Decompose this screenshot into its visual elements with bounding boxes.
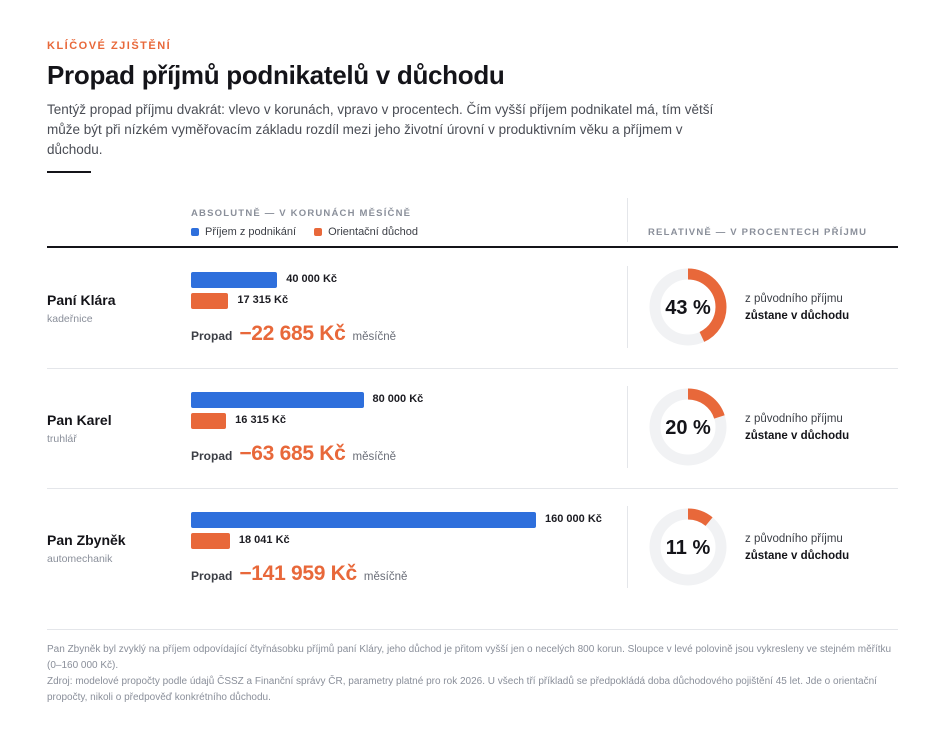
drop-word: Propad [191,329,233,343]
income-drop: Propad −22 685 Kč měsíčně [191,322,396,346]
income-bar [191,512,536,528]
person-row: Pan Zbyněk automechanik 160 000 Kč 18 041 K… [0,488,944,608]
drop-unit: měsíčně [363,571,408,583]
page-title: Propad příjmů podnikatelů v důchodu [47,60,505,90]
pension-bar [191,413,227,429]
percent-caption-line2: zůstane v důchodu [745,430,850,442]
footnote-comparison: Pan Zbyněk byl zvyklý na příjem odpovída… [47,644,892,671]
pension-value-label: 17 315 Kč [237,294,289,306]
percent-caption-line1: z původního příjmu [745,413,843,425]
person-role: truhlář [47,433,77,445]
column-head-relative: RELATIVNĚ — V PROCENTECH PŘÍJMU [648,227,868,238]
eyebrow-label: KLÍČOVÉ ZJIŠTĚNÍ [47,40,172,52]
percent-label: 11 % [665,537,711,559]
donut-arc [649,508,727,586]
person-row: Pan Karel truhlář 80 000 Kč 16 315 Kč Propad… [0,368,944,488]
percent-caption-line1: z původního příjmu [745,533,843,545]
income-drop: Propad −63 685 Kč měsíčně [191,442,396,466]
title-underline [47,171,91,173]
header-rule [47,246,898,248]
percent-caption: z původního příjmu zůstane v důchodu [745,411,849,445]
person-name: Paní Klára [47,292,116,308]
column-divider [627,506,628,588]
income-value-label: 160 000 Kč [545,513,602,525]
percent-donut [649,508,727,586]
person-name: Pan Zbyněk [47,532,126,548]
column-head-absolute: ABSOLUTNĚ — V KORUNÁCH MĚSÍČNĚ [191,208,412,219]
percent-caption-line2: zůstane v důchodu [745,310,850,322]
drop-word: Propad [191,569,233,583]
legend-label-pension: Orientační důchod [328,226,418,238]
person-role: kadeřnice [47,313,93,325]
drop-unit: měsíčně [352,451,396,463]
drop-word: Propad [191,449,233,463]
column-divider [627,266,628,348]
pension-bar [191,293,229,309]
income-bar [191,272,278,288]
income-bar [191,392,364,408]
footnote-source: Zdroj: modelové propočty podle údajů ČSS… [47,676,877,703]
person-row: Paní Klára kadeřnice 40 000 Kč 17 315 Kč Pro… [0,248,944,368]
percent-caption: z původního příjmu zůstane v důchodu [745,531,849,565]
legend-item-pension: Orientační důchod [314,226,418,238]
donut-arc [649,268,727,346]
drop-value: −141 959 Kč [239,562,357,585]
pension-value-label: 18 041 Kč [238,534,290,546]
income-value-label: 80 000 Kč [372,393,424,405]
person-role: automechanik [47,553,113,565]
drop-value: −63 685 Kč [239,442,346,465]
pension-bar [191,533,230,549]
percent-caption-line2: zůstane v důchodu [745,550,850,562]
percent-donut [649,268,727,346]
percent-label: 43 % [665,297,711,319]
legend-swatch-pension [314,228,323,236]
row-rule [47,488,898,489]
income-value-label: 40 000 Kč [286,273,338,285]
drop-value: −22 685 Kč [239,322,346,345]
column-divider-header [627,198,628,242]
person-name: Pan Karel [47,412,112,428]
footnote-rule [47,629,898,630]
column-divider [627,386,628,468]
legend-label-income: Příjem z podnikání [205,226,297,238]
income-drop: Propad −141 959 Kč měsíčně [191,562,407,586]
legend-item-income: Příjem z podnikání [191,226,296,238]
drop-unit: měsíčně [352,331,396,343]
legend-swatch-income [191,228,199,236]
percent-caption-line1: z původního příjmu [745,293,843,305]
row-rule [47,368,898,369]
donut-arc [649,388,727,466]
percent-label: 20 % [665,417,711,439]
percent-donut [649,388,727,466]
legend: Příjem z podnikání Orientační důchod [191,226,418,238]
percent-caption: z původního příjmu zůstane v důchodu [745,291,849,325]
pension-value-label: 16 315 Kč [235,414,286,426]
intro-text: Tentýž propad příjmu dvakrát: vlevo v ko… [47,102,714,157]
